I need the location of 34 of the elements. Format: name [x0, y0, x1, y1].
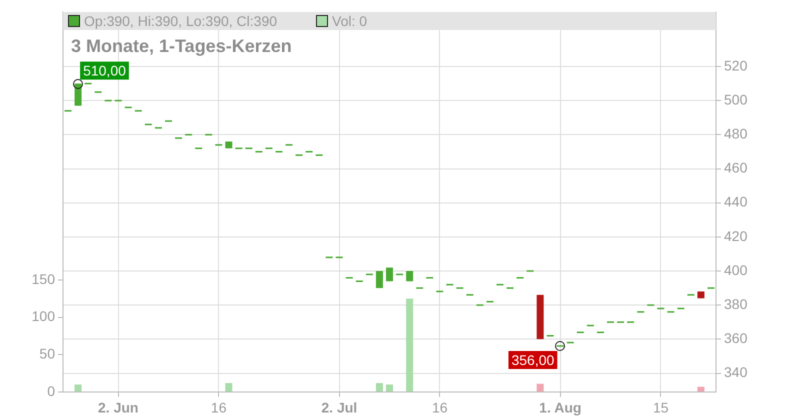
- y-tick-label: 420: [724, 228, 748, 244]
- y-tick-label: 340: [724, 364, 748, 380]
- y-tick-label: 460: [724, 160, 748, 176]
- y2-tick-label: 100: [32, 308, 56, 324]
- y-tick-label: 380: [724, 296, 748, 312]
- text: 3 Monate, 1-Tages-Kerzen: [71, 36, 292, 56]
- x-tick-label: 16: [432, 399, 448, 416]
- bar: [376, 383, 383, 392]
- y-tick-label: 360: [724, 330, 748, 346]
- x-tick-label: 1. Aug: [539, 399, 582, 416]
- y2-tick-label: 0: [47, 382, 56, 399]
- x-tick-label: 15: [652, 399, 669, 416]
- y2-tick-label: 150: [32, 270, 56, 287]
- y-tick-label: 480: [724, 126, 748, 142]
- annotation: Op:390, Hi:390, Lo:390, Cl:390: [84, 13, 278, 29]
- x-tick-label: 2. Jul: [321, 399, 358, 416]
- candlestick: [376, 270, 383, 289]
- annotation: Vol: 0: [332, 13, 368, 29]
- y2-tick-label: 50: [39, 346, 56, 362]
- annotation: 510,00: [83, 62, 126, 78]
- bar: [536, 384, 544, 392]
- y-tick-label: 400: [724, 262, 748, 278]
- bar: [406, 298, 414, 392]
- bar: [74, 384, 82, 392]
- bar: [225, 383, 232, 392]
- y-tick-label: 500: [724, 91, 748, 108]
- x-tick-label: 16: [210, 399, 227, 416]
- candlestick: [386, 267, 393, 282]
- annotation: 356,00: [511, 352, 554, 368]
- bar: [386, 384, 394, 392]
- bar: [697, 386, 704, 392]
- x-tick-label: 2. Jun: [98, 399, 138, 416]
- y-tick-label: 440: [724, 194, 748, 210]
- y-tick-label: 520: [724, 57, 748, 74]
